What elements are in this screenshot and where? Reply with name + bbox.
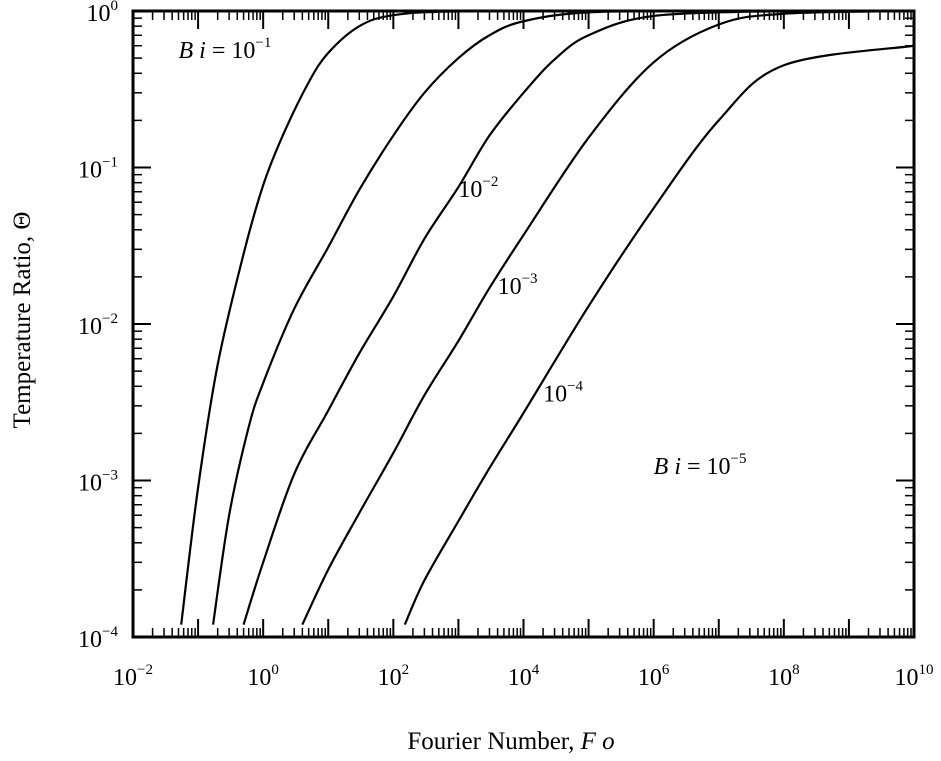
y-tick-label: 100 [87, 0, 119, 27]
curves [180, 11, 914, 626]
plot-frame [131, 9, 916, 639]
curve-label: B i = 10−1 [178, 35, 271, 64]
x-tick-labels: 10−2 100 102 104 106 108 1010 [113, 662, 933, 691]
curve-label: 10−2 [458, 174, 498, 203]
curve-bi-series-0 [180, 11, 654, 625]
y-tick-label: 10−2 [78, 311, 118, 340]
y-tick-label: 10−4 [78, 624, 118, 653]
x-tick-label: 102 [378, 662, 410, 691]
y-axis-label: Temperature Ratio, Θ [9, 212, 36, 429]
x-tick-label: 10−2 [113, 662, 153, 691]
y-tick-label: 10−3 [78, 468, 118, 497]
minor-ticks [133, 11, 914, 637]
x-tick-label: 106 [638, 662, 670, 691]
x-axis-label: Fourier Number, F o [407, 728, 614, 755]
curve-bi-series-1 [211, 11, 719, 625]
y-tick-labels: 100 10−1 10−2 10−3 10−4 [78, 0, 118, 653]
major-ticks [132, 10, 915, 638]
x-tick-label: 1010 [895, 662, 934, 691]
curve-label: 10−3 [498, 271, 538, 300]
curve-annotations: B i = 10−1 10−2 10−3 10−4 B i = 10−5 [178, 35, 746, 480]
x-tick-label: 108 [768, 662, 800, 691]
curve-bi-series-3 [301, 11, 914, 626]
curve-bi-series-4 [403, 44, 914, 626]
curve-label: 10−4 [543, 378, 583, 407]
curve-label: B i = 10−5 [654, 451, 747, 480]
x-tick-label: 100 [247, 662, 279, 691]
curve-bi-series-2 [242, 11, 784, 625]
x-tick-label: 104 [508, 662, 540, 691]
y-tick-label: 10−1 [78, 155, 118, 184]
